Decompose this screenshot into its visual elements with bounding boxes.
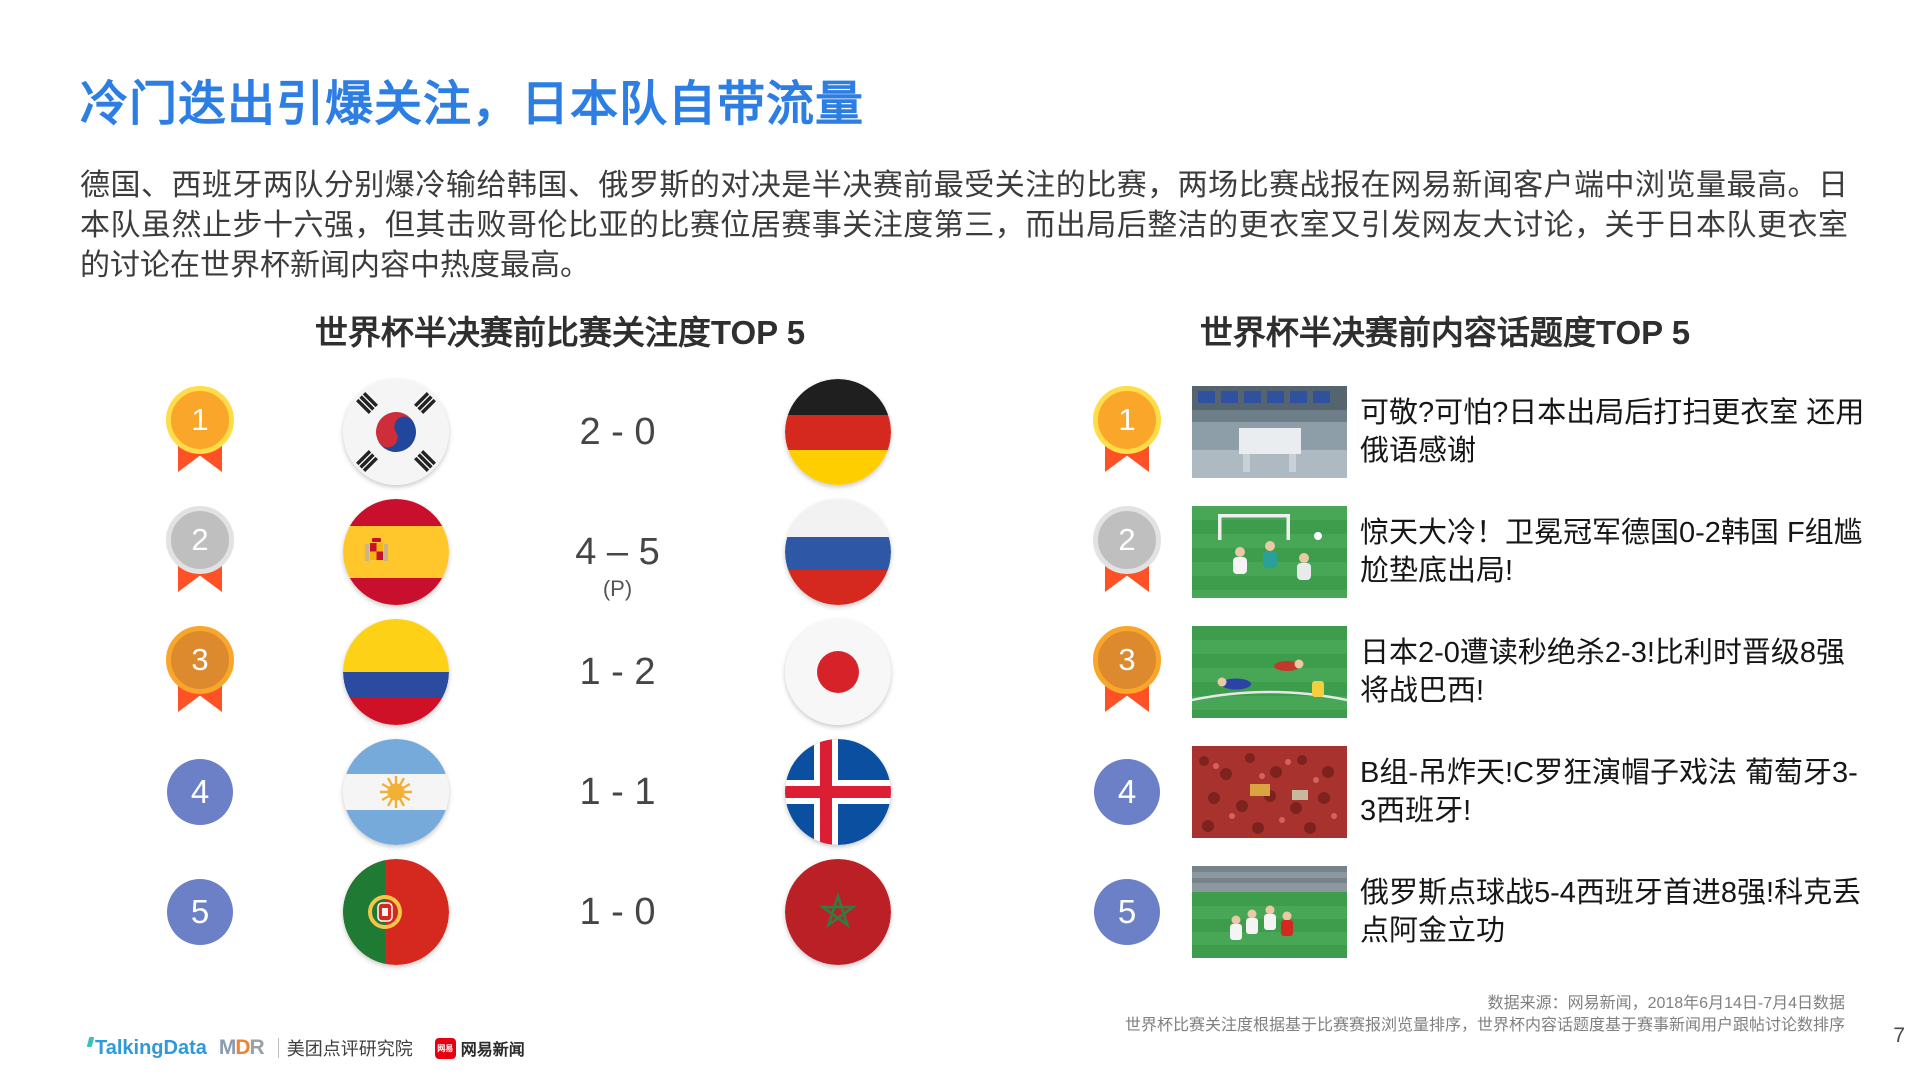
match-score: 1 - 1 [530, 732, 705, 852]
score-text: 2 - 0 [579, 410, 656, 453]
match-score: 1 - 2 [530, 612, 705, 732]
rank-number: 3 [166, 626, 234, 694]
score-text: 4 – 5 [575, 530, 660, 573]
mdr-letter-d: D [235, 1036, 250, 1059]
japan-belgium-match-photo [1192, 626, 1347, 718]
bronze-medal-icon: 3 [1093, 626, 1161, 716]
talkingdata-tick-icon [86, 1036, 95, 1047]
rank-number: 1 [166, 386, 234, 454]
portugal-spain-fans-photo [1192, 746, 1347, 838]
source-line-2: 世界杯比赛关注度根据基于比赛赛报浏览量排序，世界杯内容话题度基于赛事新闻用户跟帖… [1124, 1017, 1845, 1034]
match-row-4: 4 [130, 732, 960, 852]
rank-number: 1 [1093, 386, 1161, 454]
rank-badge: 4 [167, 759, 233, 825]
rank-number: 3 [1093, 626, 1161, 694]
netease-news-logo: 网易 网易新闻 [434, 1036, 525, 1060]
flag-argentina-icon [343, 739, 449, 845]
topic-headline: B组-吊炸天!C罗狂演帽子戏法 葡萄牙3-3西班牙! [1360, 757, 1858, 827]
topic-row-3: 3 日本2-0遭读秒绝杀2-3!比利时晋级8强将战巴西! [1080, 612, 1880, 732]
topic-row-2: 2 惊天大冷！卫冕冠军德国0-2韩国 F组尴尬垫底出局! [1080, 492, 1880, 612]
flag-south-korea-icon [343, 379, 449, 485]
footer-logos: TalkingData MDR 美团点评研究院 网易 网易新闻 [86, 1034, 525, 1062]
netease-icon: 网易 [434, 1037, 456, 1059]
talkingdata-wordmark: TalkingData [95, 1036, 207, 1059]
match-row-2: 2 4 – 5 (P) [130, 492, 960, 612]
match-row-3: 3 1 - 2 [130, 612, 960, 732]
source-line-1: 数据来源：网易新闻，2018年6月14日-7月4日数据 [1487, 995, 1845, 1012]
flag-germany-icon [785, 379, 891, 485]
right-panel-header: 世界杯半决赛前内容话题度TOP 5 [1199, 314, 1691, 351]
rank-number: 2 [166, 506, 234, 574]
mdr-letter-m: M [218, 1036, 236, 1059]
silver-medal-icon: 2 [166, 506, 234, 596]
talkingdata-logo: TalkingData [86, 1036, 207, 1060]
gold-medal-icon: 1 [166, 386, 234, 476]
flag-colombia-icon [343, 619, 449, 725]
gold-medal-icon: 1 [1093, 386, 1161, 476]
page-number: 7 [1893, 1024, 1905, 1047]
topic-headline: 俄罗斯点球战5-4西班牙首进8强!科克丢点阿金立功 [1360, 877, 1862, 947]
topic-headline: 日本2-0遭读秒绝杀2-3!比利时晋级8强将战巴西! [1360, 637, 1846, 707]
netease-news-label: 网易新闻 [460, 1042, 525, 1059]
bronze-medal-icon: 3 [166, 626, 234, 716]
page-title: 冷门迭出引爆关注，日本队自带流量 [80, 78, 865, 131]
data-source-note: 数据来源：网易新闻，2018年6月14日-7月4日数据 世界杯比赛关注度根据基于… [1125, 993, 1845, 1037]
topic-headline: 惊天大冷！卫冕冠军德国0-2韩国 F组尴尬垫底出局! [1360, 517, 1863, 587]
match-score: 4 – 5 (P) [530, 492, 705, 612]
topic-headline: 可敬?可怕?日本出局后打扫更衣室 还用俄语感谢 [1360, 397, 1865, 467]
flag-morocco-icon [785, 859, 891, 965]
rank-badge: 5 [1094, 879, 1160, 945]
germany-korea-match-photo [1192, 506, 1347, 598]
russia-spain-match-photo [1192, 866, 1347, 958]
intro-paragraph: 德国、西班牙两队分别爆冷输给韩国、俄罗斯的对决是半决赛前最受关注的比赛，两场比赛… [80, 169, 1848, 282]
rank-number: 2 [1093, 506, 1161, 574]
match-row-5: 5 1 - 0 [130, 852, 960, 972]
flag-iceland-icon [785, 739, 891, 845]
mdr-letter-r: R [249, 1036, 265, 1059]
penalty-note: (P) [602, 576, 633, 601]
flag-portugal-icon [343, 859, 449, 965]
left-panel-header: 世界杯半决赛前比赛关注度TOP 5 [314, 314, 806, 351]
topic-row-1: 1 可敬?可怕?日本出局后打扫更衣室 还用俄语感谢 [1080, 372, 1880, 492]
flag-spain-icon [343, 499, 449, 605]
silver-medal-icon: 2 [1093, 506, 1161, 596]
match-list: 1 2 - 0 [130, 372, 960, 972]
rank-badge: 4 [1094, 759, 1160, 825]
match-row-1: 1 2 - 0 [130, 372, 960, 492]
score-text: 1 - 2 [579, 650, 656, 693]
meituan-dianping-institute-label: 美团点评研究院 [286, 1039, 413, 1059]
flag-japan-icon [785, 619, 891, 725]
score-text: 1 - 0 [579, 890, 656, 933]
rank-badge: 5 [167, 879, 233, 945]
topic-row-5: 5 俄罗斯点球战5-4西班牙首进8强!科克丢点阿金立功 [1080, 852, 1880, 972]
mdr-logo: MDR [218, 1036, 265, 1060]
topic-row-4: 4 B组-吊炸天!C罗狂演帽子戏法 葡萄牙3-3西班牙! [1080, 732, 1880, 852]
topic-list: 1 可敬?可怕?日本出局后打扫更衣室 还用俄语感谢 2 [1080, 372, 1880, 972]
match-score: 2 - 0 [530, 372, 705, 492]
logo-divider [277, 1038, 279, 1058]
match-score: 1 - 0 [530, 852, 705, 972]
japan-locker-room-photo [1192, 386, 1347, 478]
score-text: 1 - 1 [579, 770, 656, 813]
flag-russia-icon [785, 499, 891, 605]
